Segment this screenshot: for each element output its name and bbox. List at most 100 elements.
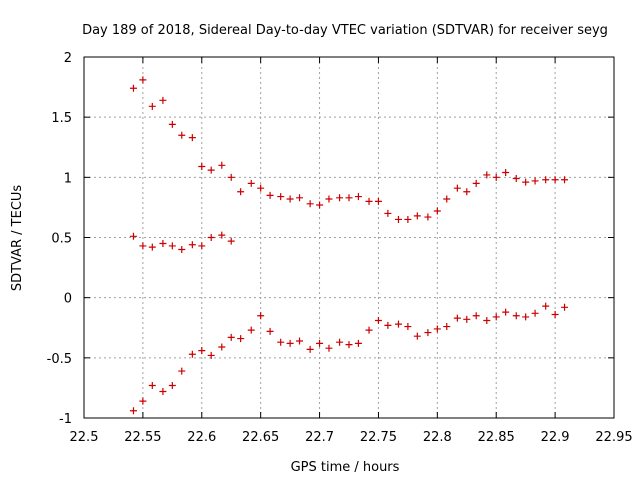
- y-tick-label: -1: [59, 412, 72, 427]
- data-point: [336, 194, 344, 202]
- data-point: [365, 326, 373, 334]
- data-points: [129, 76, 569, 415]
- series-upper: [129, 76, 569, 223]
- data-point: [207, 234, 215, 241]
- y-tick-label: 2: [64, 51, 72, 66]
- data-point: [394, 320, 402, 328]
- data-point: [286, 339, 294, 347]
- data-point: [296, 337, 304, 345]
- x-tick-labels: 22.5 22.55 22.6 22.65 22.7 22.75 22.8 22.85 22.9…: [70, 430, 633, 445]
- data-point: [227, 173, 235, 181]
- data-point: [237, 335, 245, 343]
- data-point: [247, 326, 255, 334]
- x-tick-label: 22.6: [187, 430, 216, 445]
- data-point: [178, 246, 186, 254]
- data-point: [218, 231, 226, 239]
- data-point: [551, 176, 559, 184]
- data-point: [483, 317, 491, 325]
- data-point: [463, 188, 471, 196]
- data-point: [404, 215, 412, 223]
- data-point: [512, 312, 520, 320]
- data-point: [316, 201, 324, 209]
- data-point: [168, 242, 176, 250]
- data-point: [316, 339, 324, 347]
- x-tick-label: 22.85: [478, 430, 515, 445]
- data-point: [404, 323, 412, 331]
- data-point: [237, 188, 245, 196]
- data-point: [453, 314, 461, 322]
- data-point: [413, 212, 421, 220]
- data-point: [433, 325, 441, 333]
- data-point: [345, 194, 353, 202]
- data-point: [286, 195, 294, 203]
- data-point: [502, 308, 510, 316]
- x-axis-label: GPS time / hours: [291, 460, 400, 475]
- data-point: [325, 344, 333, 352]
- data-point: [443, 195, 451, 203]
- data-point: [207, 351, 215, 359]
- data-point: [384, 209, 392, 217]
- data-point: [159, 240, 167, 248]
- data-point: [522, 178, 530, 186]
- data-point: [139, 242, 147, 250]
- data-point: [384, 321, 392, 329]
- data-point: [433, 207, 441, 215]
- data-point: [168, 382, 176, 390]
- y-axis-label: SDTVAR / TECUs: [10, 185, 25, 292]
- data-point: [159, 388, 167, 396]
- data-point: [413, 332, 421, 340]
- x-tick-label: 22.5: [70, 430, 99, 445]
- data-point: [148, 382, 156, 390]
- data-point: [551, 311, 559, 319]
- data-point: [188, 134, 196, 142]
- y-tick-labels: -1 -0.5 0 0.5 1 1.5 2: [47, 51, 72, 427]
- data-point: [374, 197, 382, 205]
- x-tick-label: 22.9: [541, 430, 570, 445]
- data-point: [198, 347, 206, 355]
- data-point: [188, 241, 196, 249]
- data-point: [296, 194, 304, 202]
- data-point: [453, 184, 461, 192]
- data-point: [148, 243, 156, 251]
- data-point: [277, 338, 285, 346]
- data-point: [198, 163, 206, 171]
- data-point: [483, 171, 491, 179]
- data-point: [129, 407, 137, 415]
- x-tick-label: 22.8: [423, 430, 452, 445]
- data-point: [512, 175, 520, 183]
- data-point: [266, 191, 274, 199]
- data-point: [561, 303, 569, 311]
- data-point: [443, 323, 451, 331]
- y-tick-label: 1.5: [51, 111, 72, 126]
- x-tick-label: 22.95: [595, 430, 632, 445]
- plot-frame: [83, 56, 615, 419]
- data-point: [463, 315, 471, 323]
- data-point: [472, 312, 480, 320]
- data-point: [148, 102, 156, 110]
- data-point: [394, 215, 402, 223]
- data-point: [139, 397, 147, 405]
- data-point: [354, 339, 362, 347]
- data-point: [247, 179, 255, 187]
- data-point: [561, 176, 569, 184]
- data-point: [345, 341, 353, 349]
- data-point: [266, 327, 274, 335]
- data-point: [522, 313, 530, 321]
- x-tick-label: 22.7: [305, 430, 334, 445]
- data-point: [257, 184, 265, 192]
- x-tick-label: 22.65: [242, 430, 279, 445]
- data-point: [424, 213, 432, 221]
- data-point: [257, 312, 265, 320]
- data-point: [336, 338, 344, 346]
- data-point: [492, 173, 500, 181]
- y-tick-label: 1: [64, 171, 72, 186]
- data-point: [188, 350, 196, 358]
- series-middle: [129, 231, 235, 254]
- data-point: [277, 193, 285, 201]
- data-point: [178, 367, 186, 375]
- data-point: [542, 176, 550, 184]
- data-point: [227, 237, 235, 245]
- data-point: [492, 313, 500, 321]
- chart-title: Day 189 of 2018, Sidereal Day-to-day VTE…: [82, 23, 608, 38]
